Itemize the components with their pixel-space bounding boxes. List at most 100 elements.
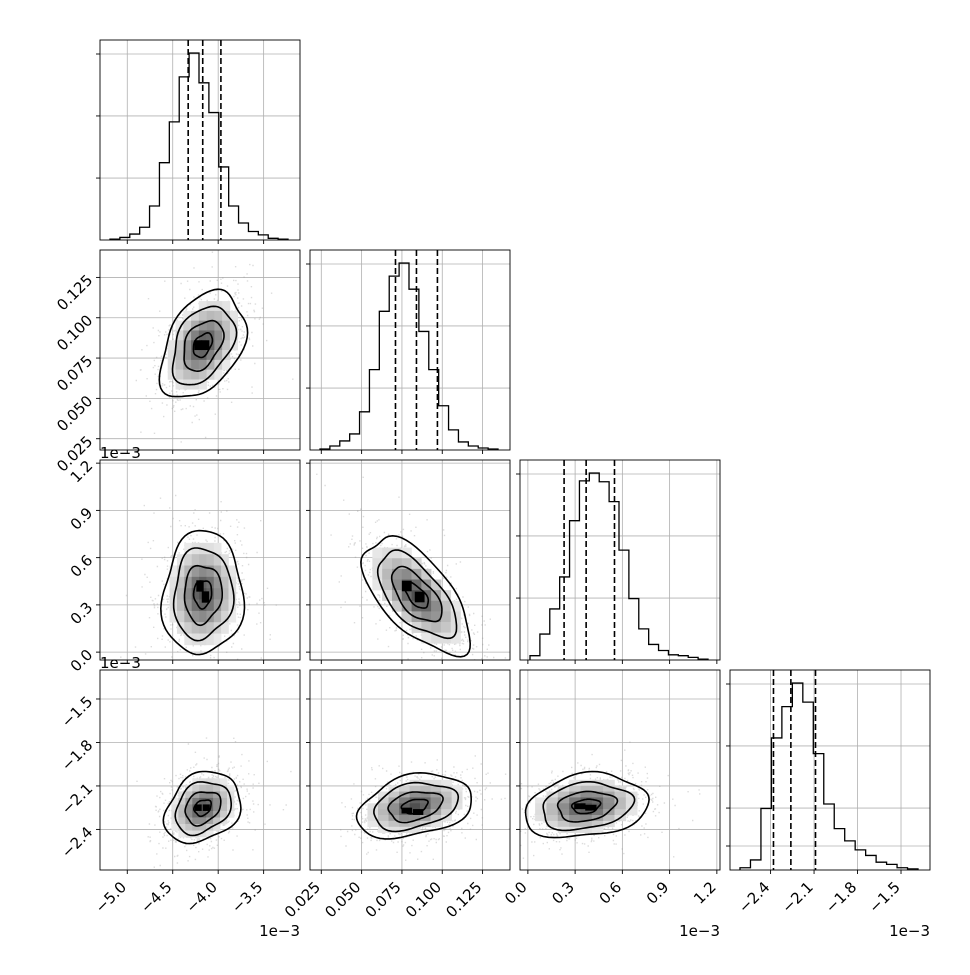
density-cell	[184, 542, 192, 555]
density-peak-cell	[585, 804, 597, 811]
density-cell	[409, 815, 421, 822]
y-tick-label: 0.6	[67, 551, 97, 581]
density-cell	[192, 784, 200, 792]
density-cell	[546, 820, 559, 828]
histogram-panel-0	[99, 39, 301, 241]
density-cell	[580, 791, 593, 798]
density-cell	[569, 815, 581, 822]
density-cell	[183, 340, 192, 351]
density-cell	[229, 330, 239, 341]
contour-level-1	[192, 799, 213, 818]
density-cell	[171, 817, 179, 825]
density-cell	[625, 797, 638, 804]
density-cell	[580, 785, 593, 792]
density-panel-0-2	[120, 494, 277, 660]
y-offset-label: 1e−3	[100, 654, 141, 672]
density-cell	[191, 588, 200, 600]
density-cell	[185, 791, 193, 799]
density-cell	[367, 820, 379, 828]
density-cell	[213, 823, 221, 831]
x-tick-label: 0.125	[442, 878, 485, 921]
density-cell	[214, 320, 223, 331]
density-cell	[198, 320, 207, 331]
contour-level-4	[355, 771, 473, 840]
density-cell	[228, 599, 237, 612]
density-cell	[213, 797, 221, 805]
density-panel-0-3	[136, 737, 292, 868]
contour-level-3	[171, 305, 238, 386]
density-cell	[603, 803, 615, 810]
density-cell	[221, 554, 229, 566]
density-cell	[206, 830, 214, 838]
density-cell	[401, 568, 412, 580]
panel-frame-0-2	[99, 459, 301, 661]
density-cell	[535, 815, 547, 822]
density-cell	[222, 330, 231, 341]
density-cell	[206, 565, 215, 578]
contour-level-1	[400, 798, 429, 815]
density-cell	[206, 778, 214, 786]
density-cell	[420, 809, 431, 816]
contour-level-2	[183, 564, 223, 627]
y-tick-label: 0.125	[53, 271, 96, 314]
density-cell	[451, 803, 463, 810]
density-cell	[198, 301, 207, 312]
density-cell	[391, 568, 403, 580]
density-cell	[185, 830, 193, 838]
density-cell	[176, 576, 185, 589]
density-cell	[569, 809, 581, 816]
density-panel-2-3	[520, 741, 701, 859]
density-peak-cell	[201, 591, 210, 603]
density-cell	[409, 797, 421, 804]
density-cell	[430, 815, 442, 822]
density-cell	[206, 784, 214, 792]
density-cell	[409, 785, 421, 792]
density-cell	[178, 810, 186, 818]
density-peak-cell	[194, 804, 202, 811]
density-cell	[192, 830, 200, 838]
density-cell	[399, 815, 410, 822]
density-cell	[378, 809, 389, 816]
density-cell	[191, 320, 200, 331]
density-cell	[372, 558, 383, 570]
density-content	[520, 741, 701, 859]
contour-level-2	[183, 319, 225, 373]
density-cell	[420, 815, 431, 822]
density-cell	[614, 803, 627, 810]
density-cell	[546, 797, 559, 804]
density-cell	[388, 826, 400, 833]
density-cell	[198, 350, 207, 361]
density-cell	[431, 611, 442, 623]
density-cell	[391, 547, 403, 559]
density-cell	[409, 803, 421, 810]
density-cell	[192, 778, 200, 786]
density-cell	[372, 547, 383, 559]
density-cell	[206, 350, 215, 361]
density-cell	[185, 823, 193, 831]
y-tick-label: −2.4	[58, 823, 96, 861]
density-cell	[546, 803, 559, 810]
density-cell	[199, 791, 207, 799]
density-cell	[213, 633, 222, 646]
x-tick-label: 0.3	[548, 878, 578, 908]
density-cell	[399, 797, 410, 804]
density-cell	[185, 784, 193, 792]
density-cell	[221, 565, 229, 578]
density-cell	[391, 579, 403, 591]
density-cell	[401, 600, 412, 612]
density-cell	[214, 310, 223, 321]
density-panel-0-1	[135, 251, 294, 450]
density-cell	[213, 784, 221, 792]
density-cell	[184, 576, 192, 589]
density-cell	[614, 791, 627, 798]
density-cell	[184, 610, 192, 623]
panel-grid	[310, 670, 510, 870]
density-cell	[206, 320, 215, 331]
density-peak-cell	[201, 340, 210, 351]
density-content	[316, 473, 507, 660]
y-tick-label: 0.050	[53, 392, 96, 435]
density-cell	[603, 785, 615, 792]
density-cell	[535, 803, 547, 810]
y-offset-label: 1e−3	[100, 444, 141, 462]
density-cell	[367, 803, 379, 810]
